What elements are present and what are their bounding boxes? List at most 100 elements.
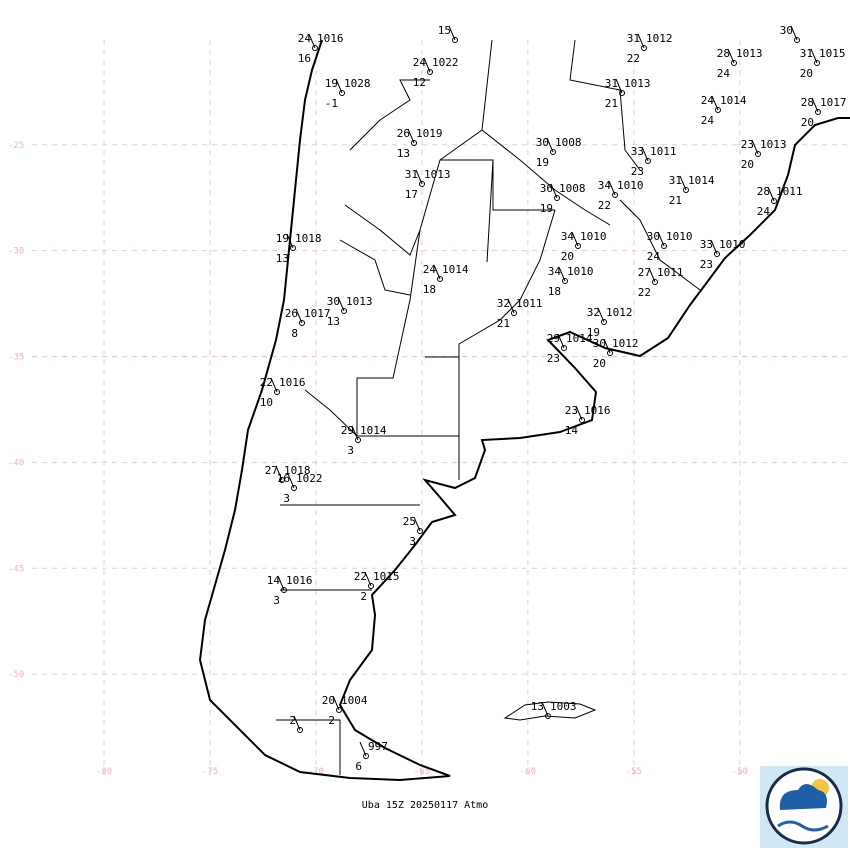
pressure: 1016 — [286, 574, 313, 587]
wind-barb — [751, 139, 759, 155]
pressure: 1013 — [424, 168, 451, 181]
pressure: 1003 — [550, 700, 577, 713]
dewpoint: 3 — [409, 535, 416, 548]
wind-barb — [359, 741, 367, 757]
temperature: 23 — [741, 138, 754, 151]
dewpoint: 13 — [276, 252, 289, 265]
pressure: 1010 — [617, 179, 644, 192]
wind-barb — [407, 128, 415, 144]
temperature: 26 — [397, 127, 410, 140]
coastline — [198, 39, 850, 782]
map-footer: Uba 15Z 20250117 Atmo — [362, 800, 488, 811]
pressure: 1010 — [567, 265, 594, 278]
station — [339, 90, 345, 96]
pressure: 1012 — [646, 32, 673, 45]
temperature: 30 — [536, 136, 549, 149]
station — [683, 187, 689, 193]
temperature: 36 — [540, 182, 553, 195]
pressure: 1011 — [657, 266, 684, 279]
dewpoint: 22 — [598, 199, 611, 212]
pressure: 1010 — [719, 238, 746, 251]
wind-barb — [603, 338, 611, 354]
dewpoint: 2 — [328, 714, 335, 727]
wind-barb — [657, 231, 665, 247]
station — [297, 727, 303, 733]
dewpoint: 20 — [561, 250, 574, 263]
wind-barb — [351, 425, 359, 441]
station — [437, 276, 443, 282]
station — [427, 69, 433, 75]
pressure: 1018 — [284, 464, 311, 477]
pressure: 1012 — [612, 337, 639, 350]
temperature: 34 — [548, 265, 562, 278]
dewpoint: 21 — [669, 194, 682, 207]
temperature: 34 — [561, 230, 575, 243]
temperature: 24 — [423, 263, 437, 276]
station — [755, 151, 761, 157]
temperature: 28 — [757, 185, 770, 198]
dewpoint: 8 — [291, 327, 298, 340]
dewpoint: 14 — [565, 424, 579, 437]
station — [562, 278, 568, 284]
wind-barb — [727, 48, 735, 64]
borders — [276, 39, 701, 775]
pressure: 1013 — [346, 295, 373, 308]
wind-barb — [286, 233, 294, 249]
wind-barb — [597, 307, 605, 323]
dewpoint: 20 — [800, 67, 813, 80]
station — [645, 158, 651, 164]
pressure: 1022 — [432, 56, 459, 69]
station — [612, 192, 618, 198]
dewpoint: 6 — [355, 760, 362, 773]
wind-barb — [433, 264, 441, 280]
wind-barb — [308, 33, 316, 49]
dewpoint: 22 — [627, 52, 640, 65]
temperature: 30 — [647, 230, 660, 243]
dewpoint: 3 — [283, 492, 290, 505]
wind-barb — [550, 183, 558, 199]
pressure: 1014 — [688, 174, 715, 187]
pressure: 1028 — [344, 77, 371, 90]
station — [336, 707, 342, 713]
station — [355, 437, 361, 443]
dewpoint: 24 — [701, 114, 715, 127]
pressure: 1015 — [819, 47, 846, 60]
temperature: 30 — [593, 337, 606, 350]
dewpoint: 16 — [298, 52, 311, 65]
lat-label: -45 — [8, 564, 24, 574]
lon-label: -55 — [626, 767, 642, 777]
pressure: 1014 — [360, 424, 387, 437]
station — [794, 37, 800, 43]
station — [575, 243, 581, 249]
wind-barb — [615, 78, 623, 94]
temperature: 27 — [265, 464, 278, 477]
pressure: 1010 — [666, 230, 693, 243]
pressure: 1017 — [820, 96, 847, 109]
temperature: 28 — [717, 47, 730, 60]
wind-barb — [448, 25, 456, 41]
temperature: 32 — [497, 297, 510, 310]
temperature: 20 — [322, 694, 335, 707]
temperature: 22 — [354, 570, 367, 583]
graticule: -80 -75 -70 -65 -60 -55 -50 -25 -30 -35 -40 -45 -50 — [8, 40, 850, 780]
station — [607, 350, 613, 356]
wind-barb — [546, 137, 554, 153]
station — [368, 583, 374, 589]
pressure: 1008 — [555, 136, 582, 149]
station — [341, 308, 347, 314]
falkland-islands — [503, 701, 597, 721]
dewpoint: 2 — [360, 590, 367, 603]
dewpoint: 24 — [717, 67, 731, 80]
dewpoint: 23 — [700, 258, 713, 271]
dewpoint: 21 — [605, 97, 618, 110]
station — [363, 753, 369, 759]
temperature: 23 — [565, 404, 578, 417]
station — [652, 279, 658, 285]
wind-barb — [575, 405, 583, 421]
wind-barb — [293, 715, 301, 731]
wind-barb — [332, 695, 340, 711]
wind-barb — [335, 78, 343, 94]
wind-barb — [295, 308, 303, 324]
wind-barb — [507, 298, 515, 314]
